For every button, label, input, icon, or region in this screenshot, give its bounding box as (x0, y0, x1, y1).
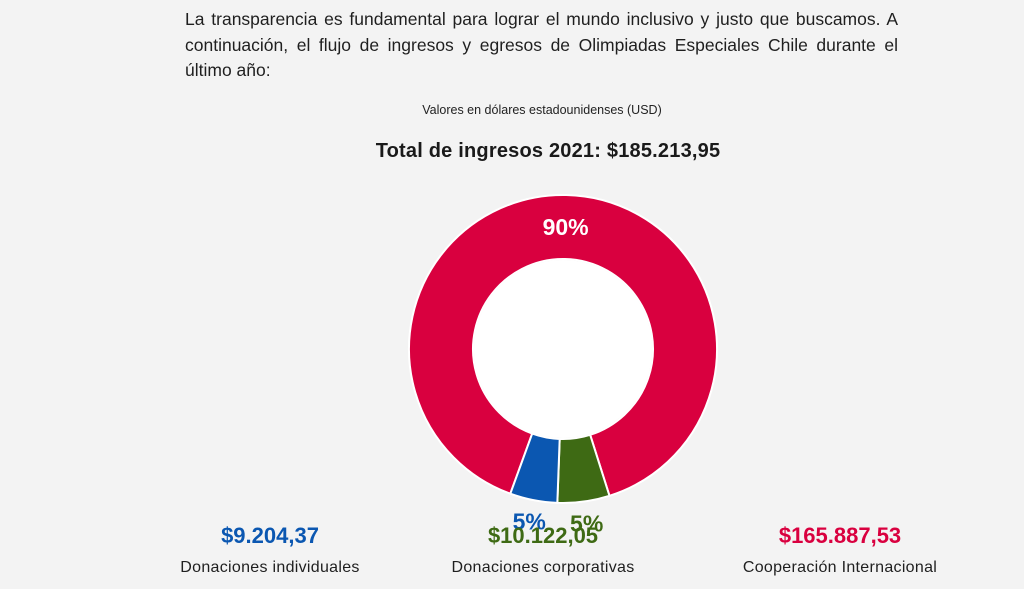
legend-label: Cooperación Internacional (742, 559, 938, 576)
slice-percent-label-2: 90% (543, 214, 589, 240)
currency-note: Valores en dólares estadounidenses (USD) (422, 103, 662, 117)
slice-percent-label-1: 5% (570, 510, 603, 536)
donut-hole (474, 260, 652, 438)
donut-slice-0 (509, 432, 561, 504)
donut-slice-2 (408, 194, 718, 498)
legend-item-cooperacion-internacional: $165.887,53 Cooperación Internacional (710, 522, 970, 579)
legend-label: Donaciones corporativas (451, 559, 635, 576)
legend-label: Donaciones individuales (180, 559, 360, 576)
slice-percent-label-0: 5% (513, 509, 546, 535)
legend-amount: $10.122,05 (487, 523, 599, 548)
legend-item-donaciones-individuales: $9.204,37 Donaciones individuales (140, 522, 400, 579)
legend-item-donaciones-corporativas: $10.122,05 Donaciones corporativas (413, 522, 673, 579)
legend-amount: $165.887,53 (778, 523, 902, 548)
intro-paragraph: La transparencia es fundamental para log… (185, 9, 898, 80)
legend-amount: $9.204,37 (221, 523, 319, 548)
chart-title: Total de ingresos 2021: $185.213,95 (375, 140, 721, 162)
